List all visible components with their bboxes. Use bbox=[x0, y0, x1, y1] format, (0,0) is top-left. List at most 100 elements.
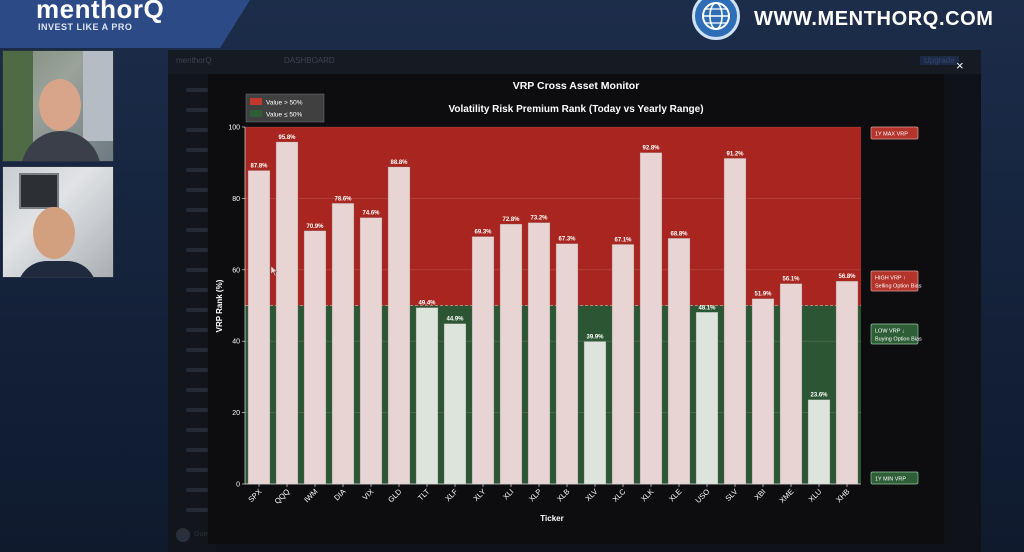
website-url: WWW.MENTHORQ.COM bbox=[754, 8, 994, 30]
sidebar-item[interactable] bbox=[186, 328, 208, 332]
bar-iwm bbox=[303, 230, 327, 485]
data-label: 23.6% bbox=[810, 393, 828, 399]
sidebar-item[interactable] bbox=[186, 248, 208, 252]
sidebar-item[interactable] bbox=[186, 168, 208, 172]
sidebar-item[interactable] bbox=[186, 188, 208, 192]
sidebar-item[interactable] bbox=[186, 348, 208, 352]
x-tick-label: XLK bbox=[639, 487, 655, 503]
y-tick-label: 80 bbox=[232, 196, 240, 203]
sidebar-item[interactable] bbox=[186, 468, 208, 472]
low-vrp-tag-text: LOW VRP ↓ bbox=[875, 329, 905, 335]
data-label: 95.8% bbox=[278, 135, 296, 141]
data-label: 67.1% bbox=[614, 237, 632, 243]
sidebar-item[interactable] bbox=[186, 408, 208, 412]
upgrade-button[interactable]: Upgrade bbox=[920, 56, 959, 65]
data-label: 49.4% bbox=[418, 301, 436, 307]
data-label: 74.6% bbox=[362, 211, 380, 217]
x-tick-label: XBI bbox=[752, 487, 767, 502]
bar-xme bbox=[779, 283, 803, 485]
close-icon[interactable]: × bbox=[956, 58, 964, 73]
sidebar-item[interactable] bbox=[186, 288, 208, 292]
bar-xle bbox=[667, 238, 691, 485]
low-vrp-tag-text: Buying Option Bias bbox=[875, 337, 922, 343]
data-label: 39.9% bbox=[586, 335, 604, 341]
sidebar-item[interactable] bbox=[186, 268, 208, 272]
sidebar-item[interactable] bbox=[186, 228, 208, 232]
x-tick-label: SPX bbox=[246, 487, 263, 504]
x-tick-label: DIA bbox=[332, 487, 347, 502]
bar-xlc bbox=[611, 244, 635, 485]
high-vrp-tag-text: Selling Option Bias bbox=[875, 284, 922, 290]
low-vrp-tag bbox=[870, 323, 919, 345]
bar-vix bbox=[359, 217, 383, 485]
max-vrp-tag-text: 1Y MAX VRP bbox=[875, 132, 908, 138]
globe-icon bbox=[692, 0, 740, 40]
sidebar-item[interactable] bbox=[186, 208, 208, 212]
bar-xlu bbox=[807, 399, 831, 485]
min-vrp-tag-text: 1Y MIN VRP bbox=[875, 477, 906, 483]
bar-slv bbox=[723, 158, 747, 485]
bar-xlv bbox=[583, 341, 607, 485]
sidebar-item[interactable] bbox=[186, 368, 208, 372]
x-tick-label: VIX bbox=[360, 487, 375, 502]
legend-swatch bbox=[250, 110, 262, 117]
y-tick-label: 20 bbox=[232, 410, 240, 417]
x-tick-label: XLE bbox=[667, 487, 683, 503]
bar-xhb bbox=[835, 281, 859, 485]
x-tick-label: XLC bbox=[611, 487, 628, 504]
bar-gld bbox=[387, 166, 411, 485]
brand-tagline: INVEST LIKE A PRO bbox=[38, 22, 133, 32]
sidebar-item[interactable] bbox=[186, 308, 208, 312]
data-label: 68.8% bbox=[670, 231, 688, 237]
x-axis-label: Ticker bbox=[540, 514, 563, 523]
app-topbar: menthorQ DASHBOARD Upgrade bbox=[168, 50, 981, 74]
sidebar-item[interactable] bbox=[186, 428, 208, 432]
data-label: 72.8% bbox=[502, 217, 520, 223]
sidebar-item[interactable] bbox=[186, 128, 208, 132]
sidebar-item[interactable] bbox=[186, 108, 208, 112]
bar-tlt bbox=[415, 307, 439, 485]
bar-xlp bbox=[527, 222, 551, 485]
data-label: 44.9% bbox=[446, 317, 464, 323]
y-tick-label: 100 bbox=[228, 125, 240, 132]
legend-swatch bbox=[250, 98, 262, 105]
data-label: 73.2% bbox=[530, 216, 548, 222]
app-tab-dashboard[interactable]: DASHBOARD bbox=[284, 56, 335, 65]
vrp-chart: 87.8% 95.8% 70.9% 78.6% 74.6% 88.8% 49.4% 44.9%… bbox=[215, 93, 922, 523]
bar-xlb bbox=[555, 243, 579, 485]
brand-banner bbox=[0, 0, 250, 48]
sidebar-item[interactable] bbox=[186, 388, 208, 392]
bar-dia bbox=[331, 203, 355, 485]
legend-label: Value ≤ 50% bbox=[266, 112, 303, 119]
min-vrp-tag bbox=[870, 471, 919, 485]
bar-qqq bbox=[275, 141, 299, 485]
y-tick-label: 0 bbox=[236, 482, 240, 489]
x-tick-label: XLI bbox=[501, 487, 515, 501]
webcam-presenter-2 bbox=[2, 166, 114, 278]
x-tick-label: QQQ bbox=[273, 487, 292, 506]
max-vrp-tag bbox=[870, 126, 919, 140]
x-tick-label: USO bbox=[694, 487, 712, 505]
data-label: 88.8% bbox=[390, 160, 408, 166]
brand-logo: menthorQ bbox=[36, 0, 165, 24]
x-tick-label: XME bbox=[778, 487, 796, 505]
avatar[interactable] bbox=[176, 528, 190, 542]
bar-uso bbox=[695, 312, 719, 485]
data-label: 92.8% bbox=[642, 146, 660, 152]
data-label: 91.2% bbox=[726, 151, 744, 157]
bar-xbi bbox=[751, 298, 775, 485]
sidebar-item[interactable] bbox=[186, 148, 208, 152]
sidebar-item[interactable] bbox=[186, 448, 208, 452]
data-label: 87.8% bbox=[250, 164, 268, 170]
data-label: 78.6% bbox=[334, 196, 352, 202]
sidebar-item[interactable] bbox=[186, 488, 208, 492]
sidebar-item[interactable] bbox=[186, 508, 208, 512]
bar-xlf bbox=[443, 323, 467, 485]
bar-xli bbox=[499, 223, 523, 485]
x-tick-label: XLY bbox=[471, 487, 487, 503]
bar-xlk bbox=[639, 152, 663, 485]
x-tick-label: GLD bbox=[386, 487, 404, 505]
y-tick-label: 40 bbox=[232, 339, 240, 346]
sidebar-item[interactable] bbox=[186, 88, 208, 92]
modal-title: VRP Cross Asset Monitor bbox=[512, 80, 640, 92]
